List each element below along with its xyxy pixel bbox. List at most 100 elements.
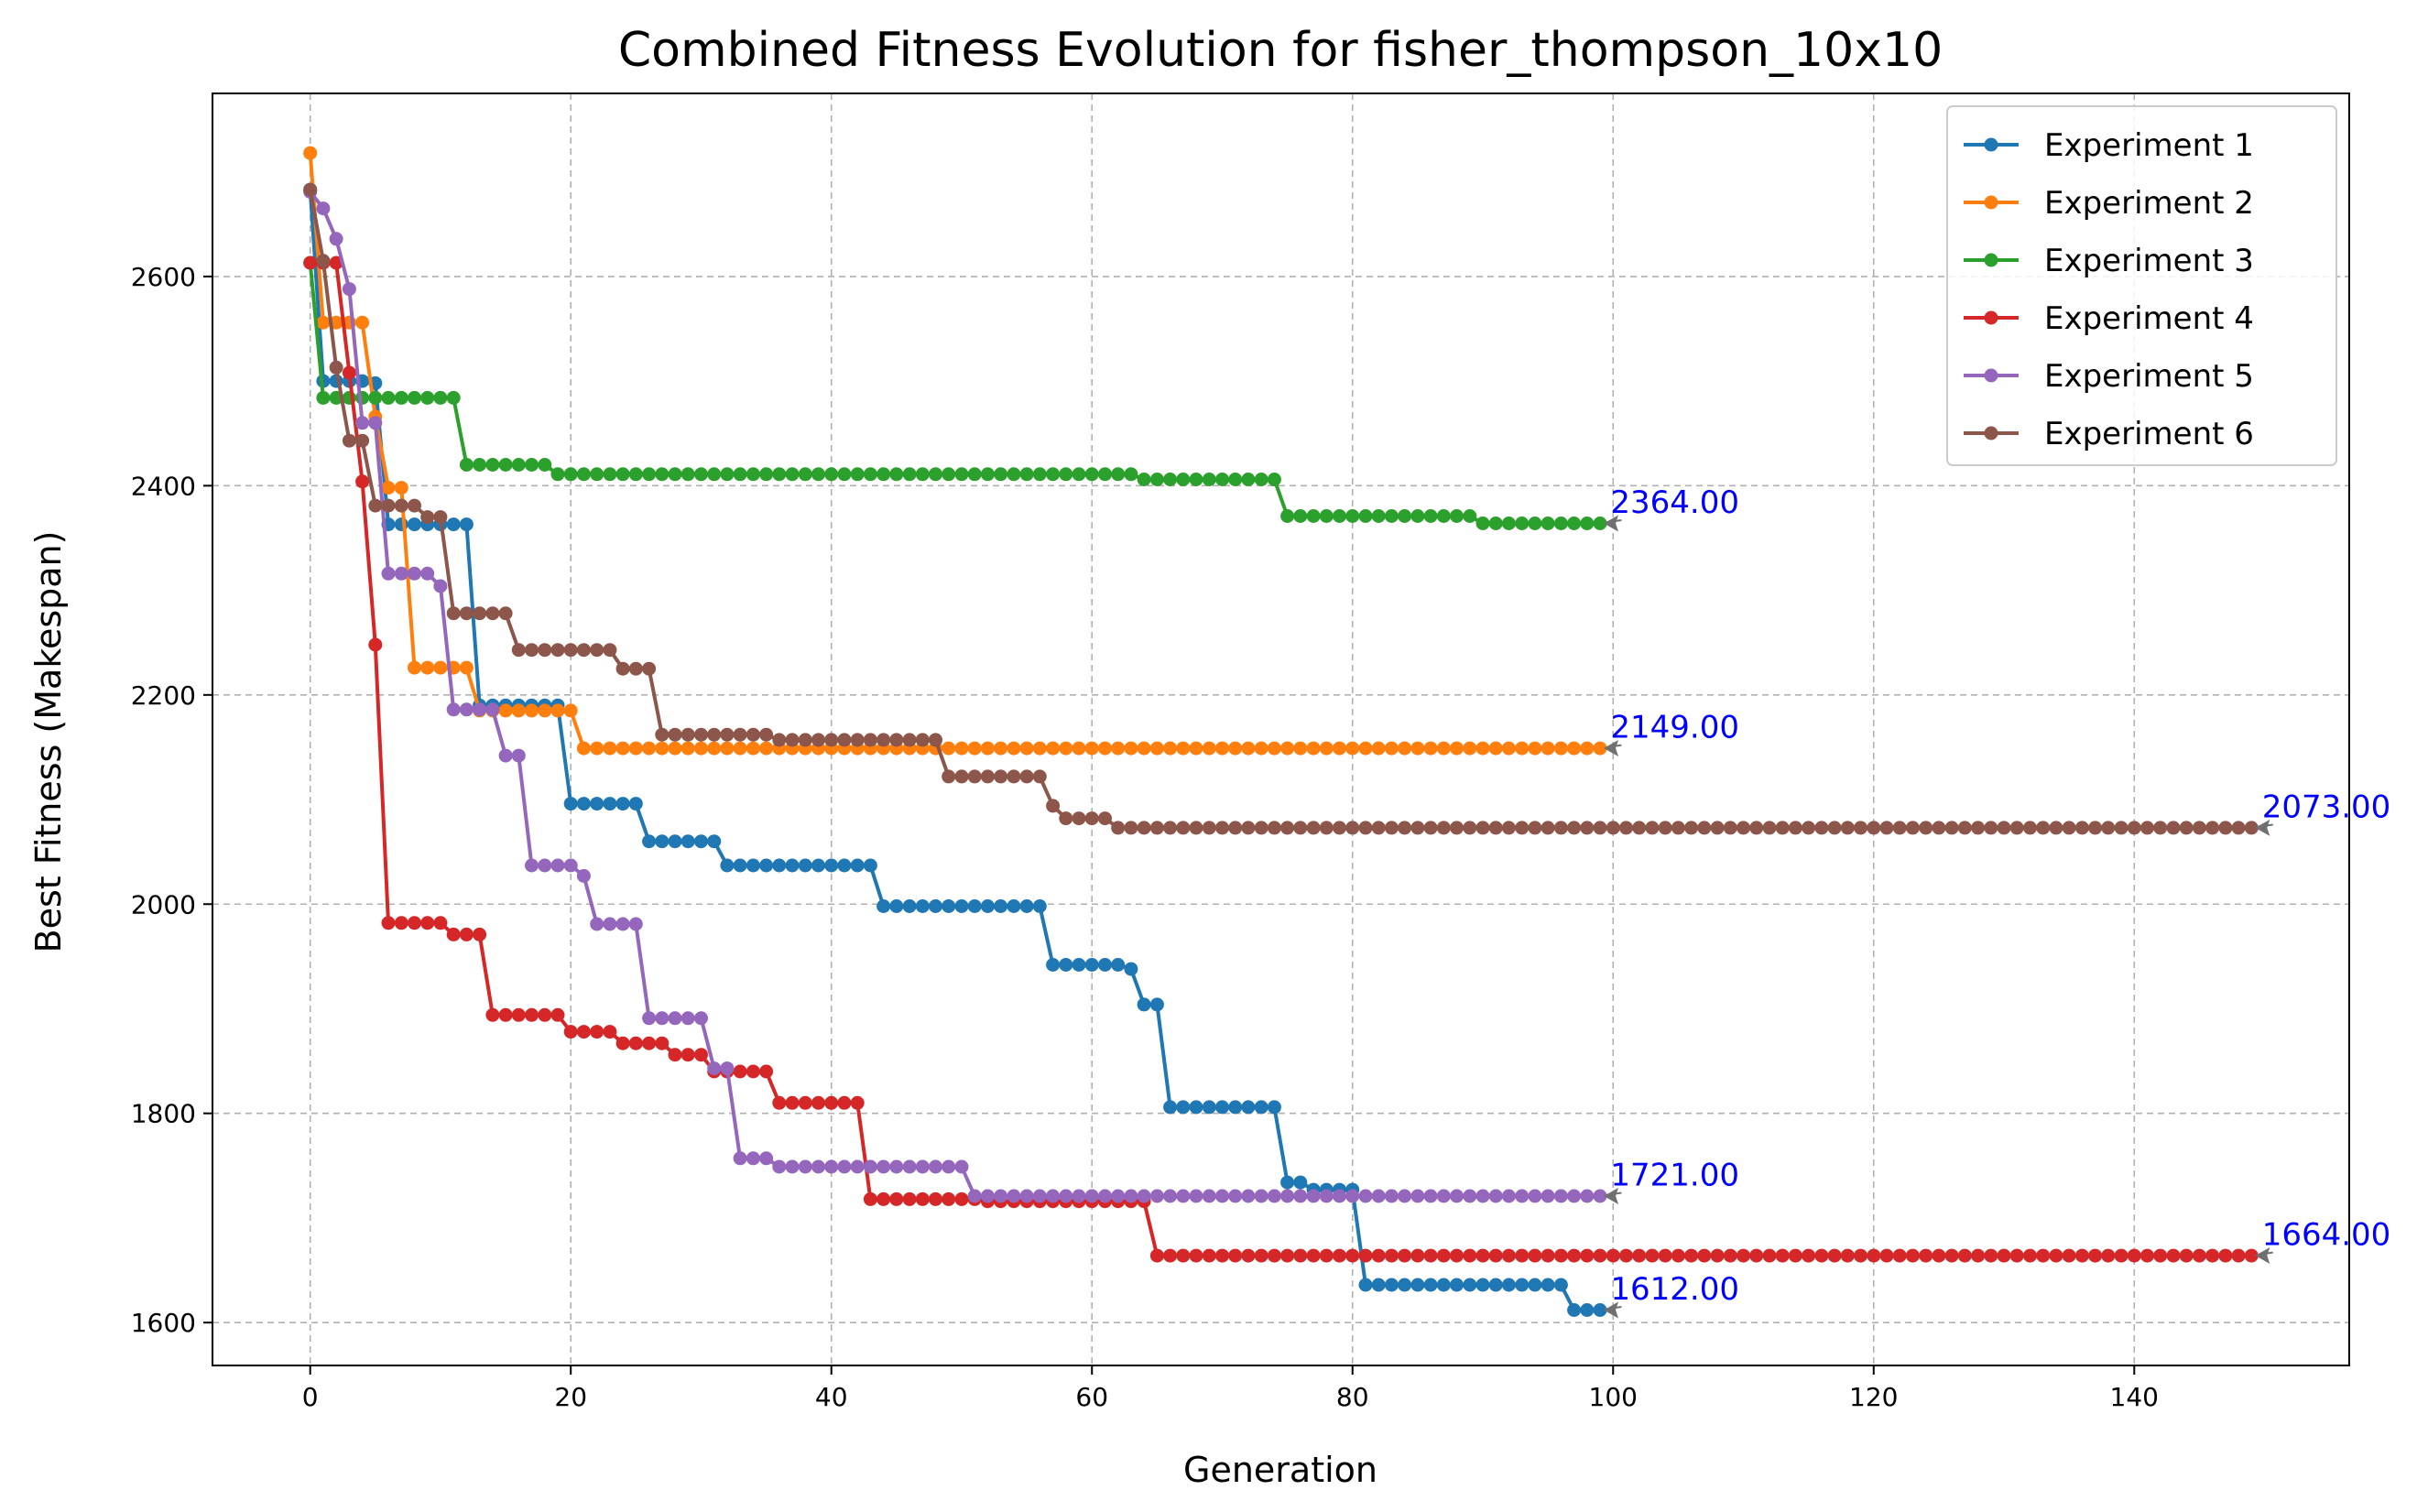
data-point <box>746 858 760 873</box>
data-point <box>603 917 617 931</box>
data-point <box>1333 509 1346 523</box>
data-point <box>2166 1248 2181 1263</box>
data-point <box>733 741 747 756</box>
data-point <box>1501 741 1516 756</box>
data-point <box>1345 1189 1360 1203</box>
data-point <box>603 741 617 756</box>
data-point <box>1371 1278 1386 1292</box>
data-point <box>785 467 800 482</box>
data-point <box>1632 821 1647 835</box>
data-point <box>1059 741 1073 756</box>
data-point <box>2101 1248 2116 1263</box>
data-point <box>1137 1189 1151 1203</box>
data-point <box>1267 1189 1281 1203</box>
data-point <box>1007 899 1021 913</box>
data-point <box>1059 1189 1073 1203</box>
data-point <box>1658 1248 1672 1263</box>
data-point <box>2205 821 2220 835</box>
data-point <box>1098 1189 1112 1203</box>
data-point <box>2166 821 2181 835</box>
data-point <box>2036 1248 2051 1263</box>
data-point <box>1840 1248 1855 1263</box>
data-point <box>863 467 877 482</box>
data-point <box>550 1007 565 1022</box>
data-point <box>1762 821 1777 835</box>
data-point <box>355 315 370 330</box>
data-point <box>576 643 591 658</box>
legend-swatch-marker <box>1984 368 1998 383</box>
data-point <box>733 1064 747 1079</box>
data-point <box>316 254 331 268</box>
data-point <box>1971 821 1986 835</box>
data-point <box>850 1095 865 1110</box>
data-point <box>994 467 1008 482</box>
data-point <box>1306 741 1321 756</box>
data-point <box>1593 1303 1607 1317</box>
data-point <box>2088 821 2103 835</box>
data-point <box>2023 821 2037 835</box>
data-point <box>1567 1303 1582 1317</box>
data-point <box>1241 1189 1256 1203</box>
data-point <box>2244 1248 2259 1263</box>
data-point <box>1098 741 1112 756</box>
data-point <box>1515 821 1530 835</box>
data-point <box>1032 741 1047 756</box>
data-point <box>1163 1248 1178 1263</box>
data-point <box>1046 1189 1061 1203</box>
data-point <box>1333 821 1346 835</box>
data-point <box>1567 517 1582 530</box>
data-point <box>1007 769 1021 784</box>
data-point <box>485 458 500 472</box>
data-point <box>733 727 747 742</box>
data-point <box>915 1159 930 1174</box>
data-point <box>915 899 930 913</box>
data-point <box>694 1011 708 1026</box>
data-point <box>772 858 787 873</box>
data-point <box>420 390 435 405</box>
data-point <box>1788 1248 1802 1263</box>
axis-ticks: 0 20 40 60 80 100 120 140 1600 1800 2000 2200 2400 26… <box>131 262 2159 1412</box>
data-point <box>694 727 708 742</box>
data-point <box>408 660 421 675</box>
data-point <box>1059 811 1073 826</box>
data-point <box>1488 1189 1503 1203</box>
data-point <box>850 733 865 747</box>
legend-swatch-marker <box>1984 195 1998 210</box>
data-point <box>2179 821 2194 835</box>
data-point <box>889 733 904 747</box>
data-point <box>368 498 383 513</box>
legend-label: Experiment 1 <box>2044 127 2254 164</box>
y-tick-label: 2400 <box>131 471 196 501</box>
data-point <box>329 256 343 270</box>
data-point <box>1137 821 1151 835</box>
data-point <box>994 741 1008 756</box>
data-point <box>680 834 695 849</box>
data-point <box>798 1159 812 1174</box>
data-point <box>473 458 487 472</box>
data-point <box>1228 1100 1243 1115</box>
data-point <box>811 1095 825 1110</box>
data-point <box>1149 1248 1164 1263</box>
data-point <box>772 467 787 482</box>
data-point <box>746 467 760 482</box>
data-point <box>1267 821 1281 835</box>
data-point <box>759 467 774 482</box>
data-point <box>1280 741 1295 756</box>
data-point <box>1553 1278 1568 1292</box>
final-value-label: 2149.00 <box>1610 710 1739 746</box>
annotation-arrowhead <box>1604 1187 1619 1204</box>
data-point <box>1046 467 1061 482</box>
data-point <box>967 769 982 784</box>
data-point <box>1463 509 1477 523</box>
data-point <box>824 733 839 747</box>
data-point <box>1528 741 1542 756</box>
data-point <box>746 741 760 756</box>
data-point <box>1450 821 1464 835</box>
data-point <box>1163 473 1178 486</box>
data-point <box>1319 1248 1334 1263</box>
data-point <box>1580 517 1595 530</box>
legend-swatch-marker <box>1984 310 1998 325</box>
data-point <box>408 566 421 581</box>
data-point <box>2153 1248 2168 1263</box>
data-point <box>1215 1248 1229 1263</box>
